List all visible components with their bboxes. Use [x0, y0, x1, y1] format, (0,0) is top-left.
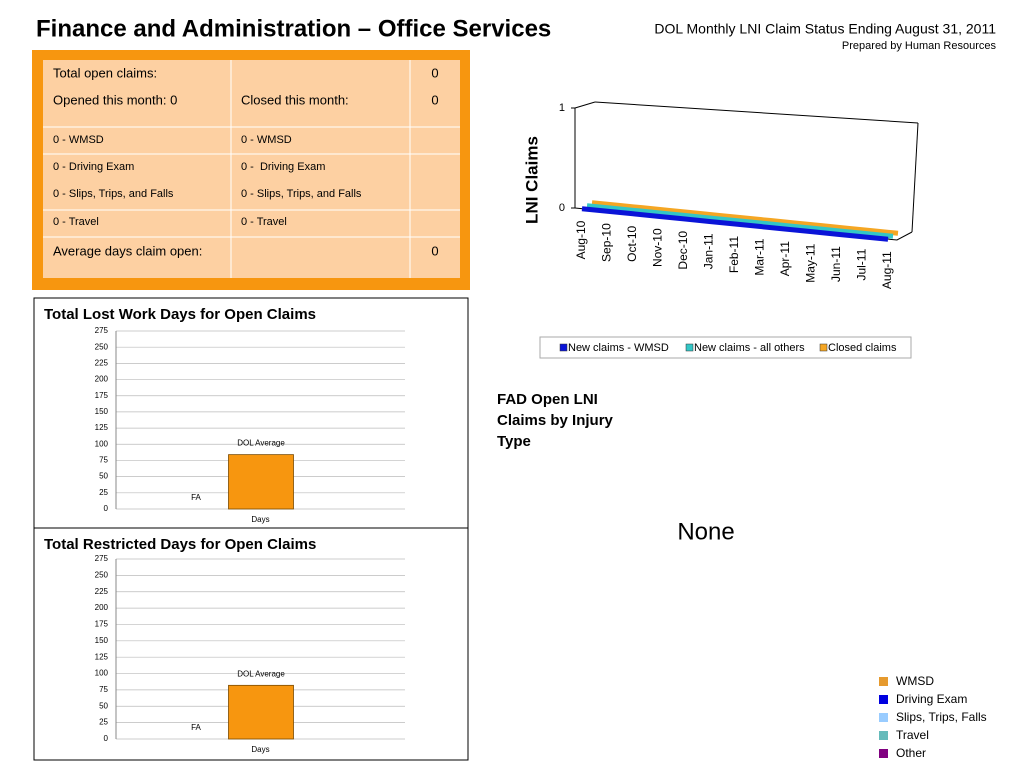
pie-title: FAD Open LNI Claims by Injury Type [497, 391, 613, 450]
y-tick-label: 25 [99, 718, 108, 727]
y-tick-label: 225 [95, 587, 109, 596]
y-tick-label: 100 [95, 669, 109, 678]
x-tick-label: Oct-10 [625, 225, 639, 261]
closed-type: 0 - Travel [241, 216, 287, 228]
y-tick-label: 275 [95, 554, 109, 563]
x-tick-label: Jun-11 [829, 246, 843, 282]
summary-table [43, 60, 460, 278]
bar [228, 454, 294, 510]
opened-label: Opened this month: 0 [53, 92, 177, 107]
legend-label: Slips, Trips, Falls [896, 710, 987, 724]
y-tick-label: 1 [559, 102, 565, 114]
y-tick-label: 250 [95, 570, 109, 579]
y-tick-label: 250 [95, 342, 109, 351]
x-tick-label: Sep-10 [600, 223, 614, 262]
opened-type: 0 - Slips, Trips, and Falls [53, 188, 174, 200]
chart-title: Total Lost Work Days for Open Claims [44, 306, 316, 323]
bar-label: FA [191, 493, 201, 502]
page-title: Finance and Administration – Office Serv… [36, 15, 551, 42]
y-tick-label: 50 [99, 472, 108, 481]
legend-label: New claims - all others [694, 342, 805, 354]
legend-label: WMSD [896, 674, 934, 688]
legend [539, 336, 912, 359]
y-tick-label: 175 [95, 391, 109, 400]
x-tick-label: Aug-11 [880, 251, 894, 289]
total-open-value: 0 [431, 65, 438, 80]
closed-label: Closed this month: [241, 92, 349, 107]
y-tick-label: 25 [99, 488, 108, 497]
bar-label: DOL Average [237, 669, 285, 678]
legend-swatch [879, 749, 888, 758]
x-tick-label: Nov-10 [651, 228, 665, 267]
y-axis-title: LNI Claims [522, 136, 541, 224]
x-tick-label: Jan-11 [702, 233, 716, 269]
opened-type: 0 - Travel [53, 216, 99, 228]
closed-type: 0 - WMSD [241, 134, 292, 146]
y-tick-label: 125 [95, 423, 109, 432]
x-tick-label: Apr-11 [778, 241, 792, 276]
y-tick-label: 0 [104, 504, 109, 513]
legend-label: Driving Exam [896, 692, 967, 706]
legend-swatch [685, 343, 694, 352]
legend-swatch [879, 677, 888, 686]
y-tick-label: 200 [95, 603, 109, 612]
legend-swatch [879, 713, 888, 722]
avg-days-label: Average days claim open: [53, 243, 202, 258]
y-tick-label: 125 [95, 652, 109, 661]
x-tick-label: May-11 [804, 243, 818, 282]
y-tick-label: 150 [95, 636, 109, 645]
pie-annotation: None [677, 518, 734, 545]
closed-type: 0 - Slips, Trips, and Falls [241, 188, 362, 200]
total-open-label: Total open claims: [53, 65, 157, 80]
x-tick-label: Jul-11 [855, 248, 869, 280]
x-tick-label: Feb-11 [727, 236, 741, 273]
y-tick-label: 100 [95, 439, 109, 448]
opened-type: 0 - WMSD [53, 134, 104, 146]
closed-type: 0 - Driving Exam [241, 161, 325, 173]
prepared-by: Prepared by Human Resources [842, 40, 997, 52]
closed-value: 0 [431, 92, 438, 107]
avg-days-value: 0 [431, 243, 438, 258]
bar-label: DOL Average [237, 439, 285, 448]
x-tick-label: Dec-10 [676, 231, 690, 270]
y-tick-label: 200 [95, 375, 109, 384]
legend-label: Other [896, 746, 926, 760]
opened-type: 0 - Driving Exam [53, 161, 134, 173]
legend-label: Travel [896, 728, 929, 742]
y-tick-label: 225 [95, 358, 109, 367]
report-subtitle: DOL Monthly LNI Claim Status Ending Augu… [654, 21, 996, 37]
table-grid [43, 60, 460, 278]
bar-label: FA [191, 723, 201, 732]
series-line [586, 203, 894, 239]
y-tick-label: 0 [104, 734, 109, 743]
y-tick-label: 50 [99, 701, 108, 710]
x-tick-label: Days [251, 745, 269, 754]
x-tick-label: Aug-10 [574, 220, 588, 259]
x-tick-label: Mar-11 [753, 238, 767, 275]
chart-title: Total Restricted Days for Open Claims [44, 536, 316, 553]
y-tick-label: 175 [95, 620, 109, 629]
legend-swatch [879, 731, 888, 740]
legend-swatch [819, 343, 828, 352]
bar [228, 684, 294, 740]
y-tick-label: 75 [99, 456, 108, 465]
chart-frame [33, 527, 469, 761]
y-tick-label: 75 [99, 685, 108, 694]
legend-label: Closed claims [828, 342, 897, 354]
y-tick-label: 275 [95, 326, 109, 335]
series-line [591, 200, 899, 236]
series-line [581, 206, 889, 242]
y-tick-label: 150 [95, 407, 109, 416]
y-tick-label: 0 [559, 202, 565, 214]
legend-swatch [879, 695, 888, 704]
legend-label: New claims - WMSD [568, 342, 669, 354]
legend-swatch [559, 343, 568, 352]
x-tick-label: Days [251, 515, 269, 524]
